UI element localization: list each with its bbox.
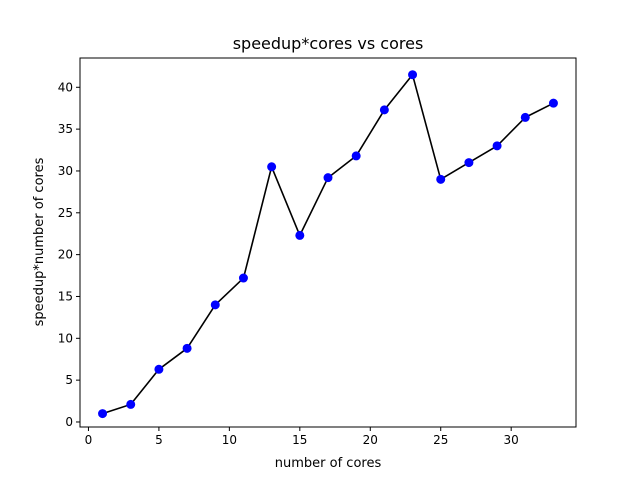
data-point bbox=[379, 105, 389, 115]
data-point bbox=[210, 300, 220, 310]
data-point bbox=[436, 174, 446, 184]
data-point bbox=[267, 162, 277, 172]
data-point bbox=[464, 158, 474, 168]
data-point bbox=[548, 98, 558, 108]
y-tick-label: 30 bbox=[58, 164, 73, 178]
data-point bbox=[126, 399, 136, 409]
axes-frame bbox=[79, 57, 577, 428]
y-tick-label: 15 bbox=[58, 289, 73, 303]
y-axis-label: speedup*number of cores bbox=[32, 157, 47, 326]
data-point bbox=[295, 230, 305, 240]
data-point bbox=[492, 141, 502, 151]
data-point bbox=[520, 112, 530, 122]
data-point bbox=[238, 273, 248, 283]
y-tick-label: 5 bbox=[65, 373, 73, 387]
x-tick-label: 10 bbox=[222, 433, 237, 447]
x-tick-label: 0 bbox=[85, 433, 93, 447]
y-tick-label: 35 bbox=[58, 122, 73, 136]
x-tick-label: 30 bbox=[504, 433, 519, 447]
x-tick-label: 25 bbox=[433, 433, 448, 447]
data-point bbox=[408, 70, 418, 80]
data-point bbox=[351, 151, 361, 161]
y-tick-label: 20 bbox=[58, 248, 73, 262]
x-tick-label: 20 bbox=[363, 433, 378, 447]
x-tick-label: 5 bbox=[155, 433, 163, 447]
data-point bbox=[323, 173, 333, 183]
y-tick-label: 10 bbox=[58, 331, 73, 345]
chart-title: speedup*cores vs cores bbox=[233, 34, 424, 53]
y-tick-label: 25 bbox=[58, 206, 73, 220]
data-point bbox=[154, 364, 164, 374]
x-axis-label: number of cores bbox=[275, 456, 382, 471]
data-point bbox=[182, 343, 192, 353]
y-tick-label: 40 bbox=[58, 80, 73, 94]
data-point bbox=[98, 409, 108, 419]
y-tick-label: 0 bbox=[65, 415, 73, 429]
plot-area: 0 5 10 15 20 25 30 0 5 10 15 20 25 30 35 40 bbox=[58, 70, 558, 447]
x-tick-label: 15 bbox=[292, 433, 307, 447]
